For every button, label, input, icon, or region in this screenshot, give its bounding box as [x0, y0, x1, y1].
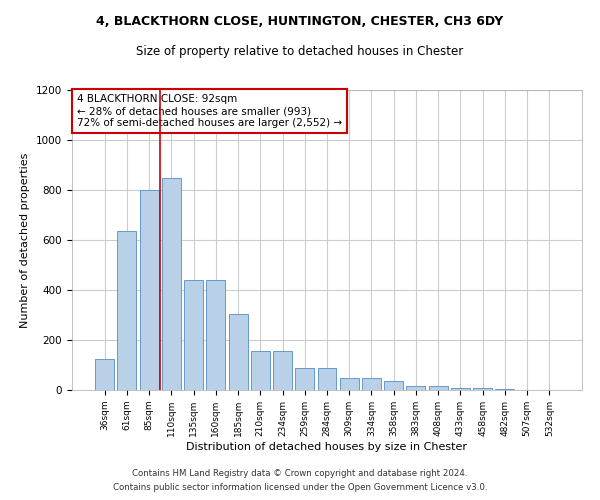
Text: Contains public sector information licensed under the Open Government Licence v3: Contains public sector information licen…: [113, 484, 487, 492]
Bar: [251, 351, 270, 390]
Bar: [317, 368, 337, 390]
Text: 4, BLACKTHORN CLOSE, HUNTINGTON, CHESTER, CH3 6DY: 4, BLACKTHORN CLOSE, HUNTINGTON, CHESTER…: [97, 15, 503, 28]
Bar: [362, 378, 381, 390]
X-axis label: Distribution of detached houses by size in Chester: Distribution of detached houses by size …: [187, 442, 467, 452]
Bar: [273, 351, 292, 390]
Bar: [206, 280, 225, 390]
Bar: [229, 314, 248, 390]
Y-axis label: Number of detached properties: Number of detached properties: [20, 152, 31, 328]
Bar: [140, 190, 158, 390]
Bar: [162, 178, 181, 390]
Bar: [295, 368, 314, 390]
Bar: [184, 280, 203, 390]
Text: Size of property relative to detached houses in Chester: Size of property relative to detached ho…: [136, 45, 464, 58]
Text: 4 BLACKTHORN CLOSE: 92sqm
← 28% of detached houses are smaller (993)
72% of semi: 4 BLACKTHORN CLOSE: 92sqm ← 28% of detac…: [77, 94, 342, 128]
Text: Contains HM Land Registry data © Crown copyright and database right 2024.: Contains HM Land Registry data © Crown c…: [132, 468, 468, 477]
Bar: [496, 389, 514, 390]
Bar: [429, 386, 448, 390]
Bar: [406, 386, 425, 390]
Bar: [118, 231, 136, 390]
Bar: [340, 378, 359, 390]
Bar: [451, 388, 470, 390]
Bar: [384, 381, 403, 390]
Bar: [473, 388, 492, 390]
Bar: [95, 359, 114, 390]
